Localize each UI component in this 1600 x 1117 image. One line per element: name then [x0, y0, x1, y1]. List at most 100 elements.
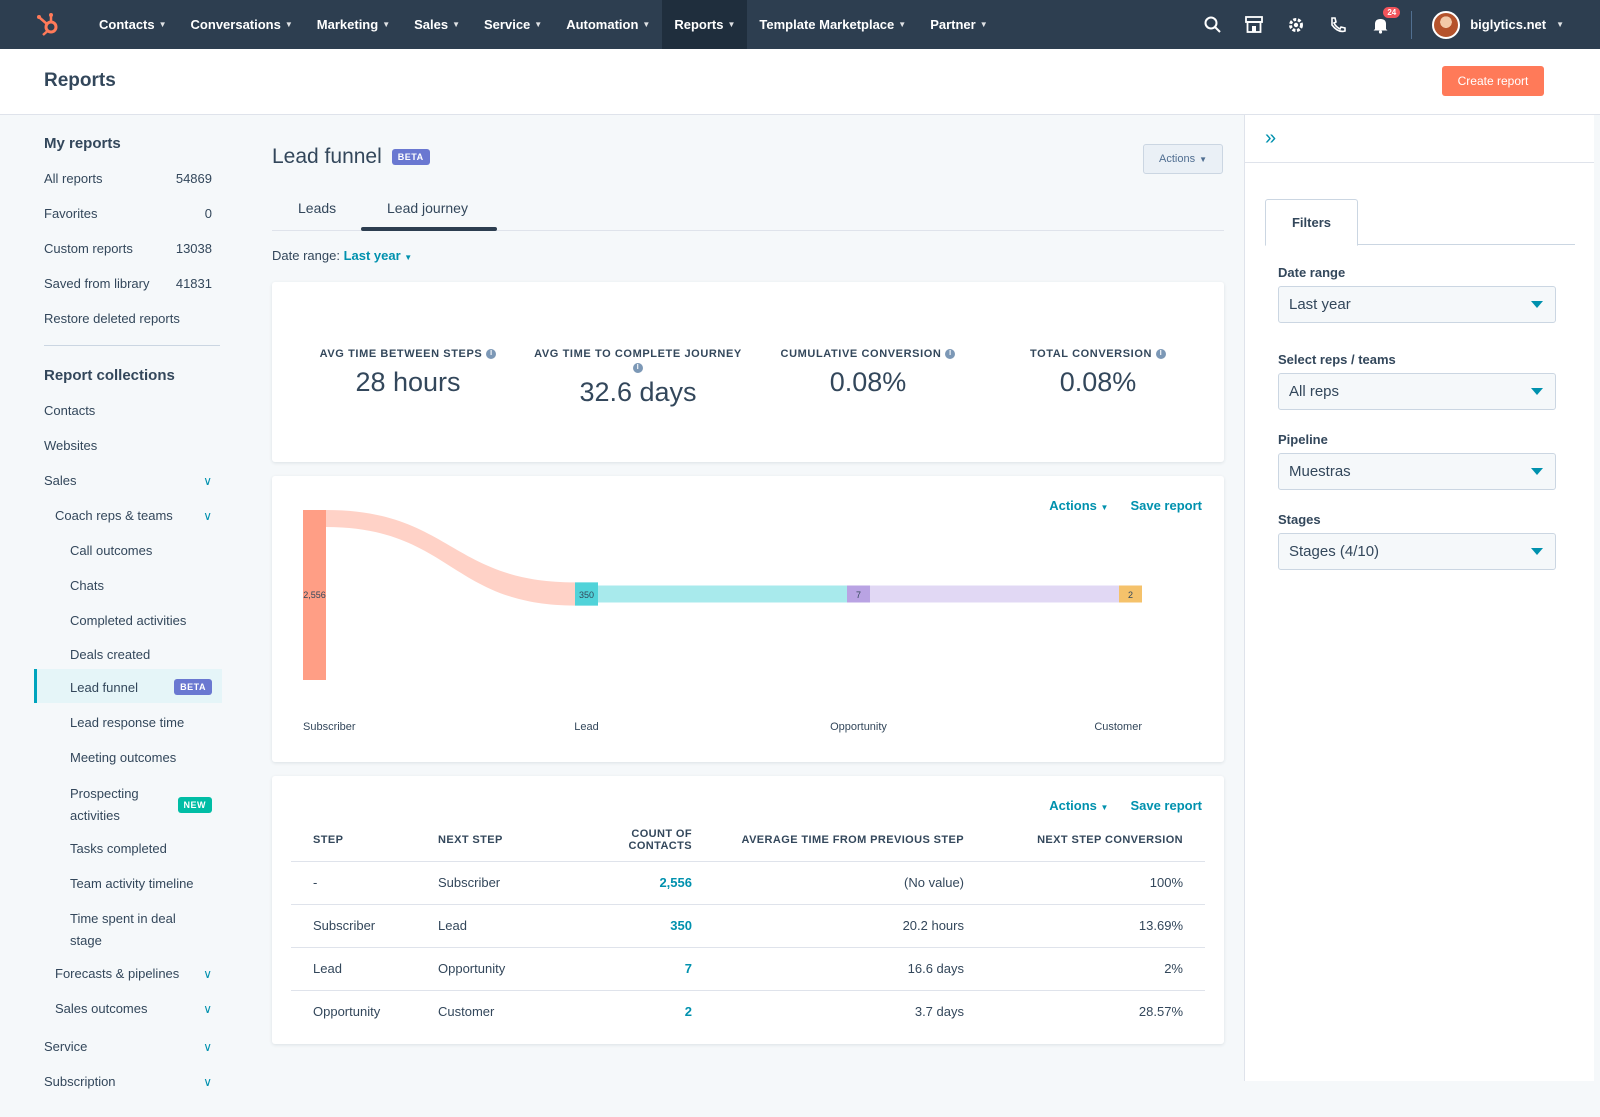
nav-label: Reports [674, 17, 724, 32]
sidebar-item-forecasts-pipelines[interactable]: Forecasts & pipelines ∨ [55, 966, 212, 981]
tab-lead-journey[interactable]: Lead journey [387, 200, 468, 216]
gear-icon[interactable] [1285, 14, 1307, 36]
hubspot-logo-icon[interactable] [33, 10, 63, 40]
sidebar-item-meeting-outcomes[interactable]: Meeting outcomes [70, 750, 212, 765]
table-row: Subscriber Lead 350 20.2 hours 13.69% [291, 904, 1205, 948]
sidebar-item-deals-created[interactable]: Deals created [70, 647, 212, 662]
sidebar-item-contacts[interactable]: Contacts [44, 403, 212, 418]
tab-leads[interactable]: Leads [298, 200, 337, 216]
marketplace-icon[interactable] [1243, 14, 1265, 36]
column-header-avg-time[interactable]: AVERAGE TIME FROM PREVIOUS STEP [714, 819, 986, 862]
nav-service[interactable]: Service ▼ [472, 0, 554, 49]
sidebar-item-team-activity-timeline[interactable]: Team activity timeline [70, 876, 212, 891]
sidebar-item-lead-response-time[interactable]: Lead response time [70, 715, 212, 730]
sidebar-item-label: Sales outcomes [55, 1001, 148, 1016]
table-row: - Subscriber 2,556 (No value) 100% [291, 861, 1205, 905]
nav-reports[interactable]: Reports ▼ [662, 0, 748, 49]
sankey-stage-label-subscriber: Subscriber [303, 721, 356, 733]
chevron-down-icon[interactable]: ∨ [203, 1001, 212, 1016]
nav-automation[interactable]: Automation ▼ [554, 0, 662, 49]
stages-select[interactable]: Stages (4/10) [1278, 533, 1556, 570]
table-cell-step: Opportunity [313, 1004, 381, 1020]
info-icon[interactable]: i [945, 349, 956, 360]
sidebar-item-favorites[interactable]: Favorites 0 [44, 206, 212, 221]
report-actions-button[interactable]: Actions ▼ [1143, 144, 1223, 174]
sankey-node-subscriber [303, 510, 326, 680]
column-header-conversion[interactable]: NEXT STEP CONVERSION [986, 819, 1205, 862]
table-cell-count-link[interactable]: 7 [556, 947, 714, 991]
create-report-button[interactable]: Create report [1442, 66, 1544, 96]
sidebar-item-all-reports[interactable]: All reports 54869 [44, 171, 212, 186]
chevron-down-icon[interactable]: ∨ [203, 473, 212, 488]
sidebar-item-completed-activities[interactable]: Completed activities [70, 613, 212, 628]
save-report-button[interactable]: Save report [1130, 798, 1202, 813]
info-icon[interactable]: i [486, 349, 497, 360]
chevron-down-icon: ▼ [642, 20, 651, 29]
sidebar-item-time-spent-in-deal-stage[interactable]: Time spent in deal stage [70, 908, 212, 952]
caret-down-icon [1531, 388, 1543, 395]
beta-badge: BETA [174, 679, 212, 695]
sidebar-item-saved-from-library[interactable]: Saved from library 41831 [44, 276, 212, 291]
column-header-count[interactable]: COUNT OF CONTACTS [556, 819, 714, 862]
sidebar-item-tasks-completed[interactable]: Tasks completed [70, 841, 212, 856]
chevron-down-icon[interactable]: ∨ [203, 966, 212, 981]
sidebar-item-coach-reps-teams[interactable]: Coach reps & teams ∨ [55, 508, 212, 523]
table-cell-count-link[interactable]: 350 [556, 904, 714, 948]
sidebar-item-service[interactable]: Service ∨ [44, 1039, 212, 1054]
column-header-next-step[interactable]: NEXT STEP [416, 819, 556, 862]
table-cell-conversion: 2% [986, 947, 1205, 991]
sidebar-item-subscription[interactable]: Subscription ∨ [44, 1074, 212, 1089]
sidebar-item-label: Forecasts & pipelines [55, 966, 180, 981]
nav-conversations[interactable]: Conversations ▼ [179, 0, 305, 49]
nav-marketing[interactable]: Marketing ▼ [305, 0, 402, 49]
tab-filters[interactable]: Filters [1265, 199, 1358, 246]
search-icon[interactable] [1201, 14, 1223, 36]
account-menu[interactable]: biglytics.net ▼ [1432, 10, 1564, 39]
sankey-value-label-subscriber: 2,556 [303, 590, 326, 600]
chevron-down-icon[interactable]: ∨ [203, 1074, 212, 1089]
kpi-label: AVG TIME BETWEEN STEPS i [298, 347, 518, 361]
sankey-node-opportunity [847, 585, 870, 603]
chevron-down-icon[interactable]: ∨ [203, 1039, 212, 1054]
date-range-dropdown[interactable]: Last year ▼ [344, 248, 413, 263]
sidebar-item-websites[interactable]: Websites [44, 438, 212, 453]
sidebar-item-custom-reports[interactable]: Custom reports 13038 [44, 241, 212, 256]
beta-badge: BETA [391, 149, 430, 165]
collapse-panel-icon[interactable]: » [1265, 127, 1277, 149]
sidebar-item-call-outcomes[interactable]: Call outcomes [70, 543, 212, 558]
actions-label: Actions [1049, 798, 1097, 813]
pipeline-select[interactable]: Muestras [1278, 453, 1556, 490]
kpi-value: 32.6 days [579, 377, 697, 407]
info-icon[interactable]: i [1156, 349, 1167, 360]
chart-actions-dropdown[interactable]: Actions ▼ [1049, 498, 1108, 513]
date-range-select[interactable]: Last year [1278, 286, 1556, 323]
sidebar-item-sales[interactable]: Sales ∨ [44, 473, 212, 488]
calling-icon[interactable] [1327, 14, 1349, 36]
nav-label: Service [484, 17, 531, 32]
sidebar-item-label: Time spent in deal stage [70, 911, 176, 948]
sidebar-item-sales-outcomes[interactable]: Sales outcomes ∨ [55, 1001, 212, 1016]
reps-teams-select[interactable]: All reps [1278, 373, 1556, 410]
table-actions-dropdown[interactable]: Actions ▼ [1049, 798, 1108, 813]
info-icon[interactable]: i [633, 363, 643, 374]
report-collections-heading: Report collections [44, 367, 175, 384]
save-report-button[interactable]: Save report [1130, 498, 1202, 513]
sidebar-item-prospecting-activities[interactable]: Prospecting activities NEW [70, 783, 212, 827]
active-tab-indicator [361, 227, 497, 231]
notifications-bell-icon[interactable]: 24 [1369, 6, 1401, 36]
filter-label-reps-teams: Select reps / teams [1278, 352, 1396, 367]
column-header-step[interactable]: STEP [291, 819, 416, 862]
sidebar-item-restore-deleted[interactable]: Restore deleted reports [44, 311, 212, 326]
select-value: Muestras [1289, 463, 1351, 480]
nav-contacts[interactable]: Contacts ▼ [87, 0, 179, 49]
nav-template-marketplace[interactable]: Template Marketplace ▼ [747, 0, 918, 49]
select-value: All reps [1289, 383, 1340, 400]
table-cell-count-link[interactable]: 2 [684, 1004, 692, 1020]
sidebar-item-lead-funnel[interactable]: Lead funnel BETA [70, 679, 212, 695]
chevron-down-icon[interactable]: ∨ [203, 508, 212, 523]
table-cell-count-link[interactable]: 2,556 [556, 861, 714, 905]
nav-partner[interactable]: Partner ▼ [918, 0, 999, 49]
sidebar-item-chats[interactable]: Chats [70, 578, 212, 593]
nav-sales[interactable]: Sales ▼ [402, 0, 472, 49]
new-badge: NEW [177, 797, 212, 813]
